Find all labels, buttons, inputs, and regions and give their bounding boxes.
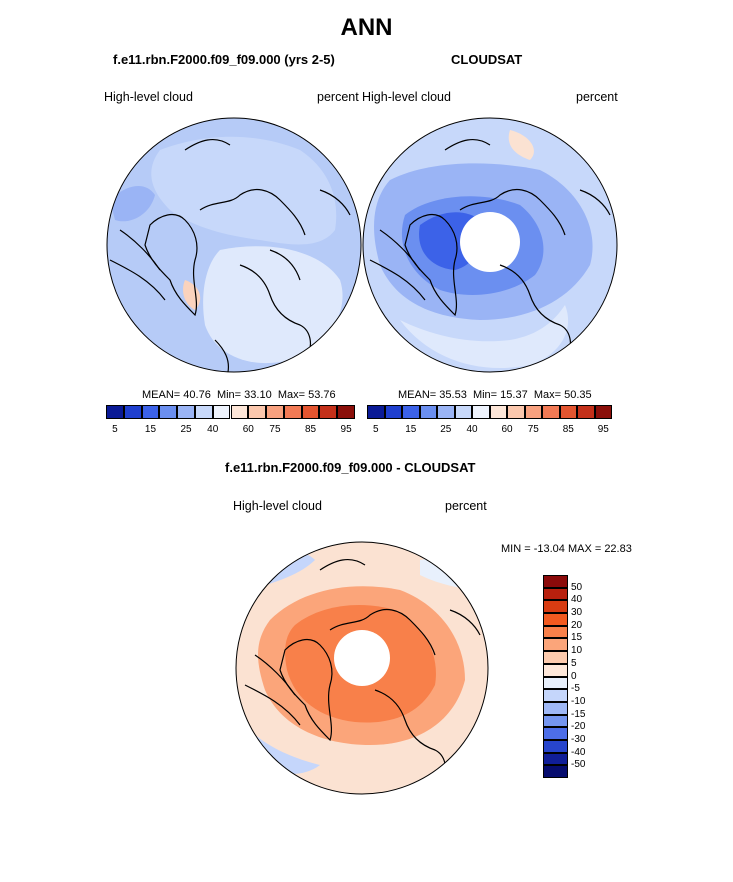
colorbar-swatch [437, 405, 455, 419]
colorbar-swatch [543, 676, 568, 690]
colorbar-swatch [177, 405, 195, 419]
colorbar-swatch [337, 405, 355, 419]
colorbar-tick-label: 5 [112, 424, 118, 435]
colorbar-tick-label: 25 [440, 424, 452, 435]
panel1-title: f.e11.rbn.F2000.f09_f09.000 (yrs 2-5) [113, 52, 335, 67]
colorbar-swatch [230, 405, 249, 419]
colorbar-tick-label: 0 [571, 670, 577, 682]
panel2-stats: MEAN= 35.53 Min= 15.37 Max= 50.35 [398, 389, 592, 401]
panel1-right-label: percent [317, 90, 359, 104]
colorbar-swatch [489, 405, 507, 419]
colorbar-swatch [454, 405, 472, 419]
colorbar-swatch [367, 405, 385, 419]
colorbar-tick-label: 95 [340, 424, 352, 435]
colorbar-swatch [123, 405, 142, 419]
colorbar-tick-label: -10 [571, 695, 586, 707]
colorbar-swatch [212, 405, 231, 419]
colorbar-tick-label: 5 [372, 424, 379, 435]
colorbar-swatch [106, 405, 124, 419]
colorbar-swatch [543, 613, 568, 626]
colorbar-tick-label: 25 [180, 424, 192, 435]
colorbar-tick-label: 85 [562, 424, 574, 435]
panel2-colorbar [367, 405, 612, 419]
colorbar-swatch [594, 405, 612, 419]
colorbar-tick-label: 30 [571, 607, 583, 619]
panel3-title: f.e11.rbn.F2000.f09_f09.000 - CLOUDSAT [225, 460, 476, 475]
colorbar-swatch [543, 689, 568, 702]
colorbar-swatch [419, 405, 437, 419]
colorbar-swatch [266, 405, 284, 419]
colorbar-tick-label: 5 [571, 657, 577, 669]
panel1-colorbar [106, 405, 355, 419]
colorbar-tick-label: 40 [466, 424, 478, 435]
colorbar-tick-label: 60 [242, 424, 254, 435]
colorbar-swatch [301, 405, 320, 419]
colorbar-swatch [543, 765, 568, 778]
colorbar-tick-label: 60 [501, 424, 513, 435]
colorbar-tick-label: 10 [571, 645, 583, 657]
colorbar-swatch [402, 405, 420, 419]
colorbar-swatch [507, 405, 525, 419]
colorbar-swatch [283, 405, 302, 419]
colorbar-swatch [543, 701, 568, 715]
colorbar-swatch [543, 663, 568, 677]
colorbar-swatch [543, 638, 568, 652]
colorbar-swatch [543, 752, 568, 766]
colorbar-tick-label: 75 [527, 424, 539, 435]
colorbar-tick-label: 40 [571, 594, 583, 606]
colorbar-tick-label: 95 [597, 424, 609, 435]
colorbar-swatch [543, 714, 568, 728]
panel3-colorbar-ticks: 50 40 30 20 15 10 5 0 -5 -10 -15 -20 -30 -40 -50 [571, 575, 611, 778]
panel2-left-label: High-level cloud [362, 90, 451, 104]
panel3-stats: MIN = -13.04 MAX = 22.83 [501, 543, 632, 555]
panel1-colorbar-ticks: 5 15 25 40 60 75 85 95 [106, 424, 355, 438]
colorbar-swatch [141, 405, 160, 419]
colorbar-swatch [543, 739, 568, 753]
panel3-left-label: High-level cloud [233, 499, 322, 513]
colorbar-swatch [472, 405, 490, 419]
colorbar-swatch [543, 727, 568, 740]
panel2-right-label: percent [576, 90, 618, 104]
colorbar-tick-label: 20 [571, 619, 583, 631]
colorbar-swatch [248, 405, 267, 419]
colorbar-swatch [543, 575, 568, 588]
colorbar-tick-label: 50 [571, 581, 583, 593]
colorbar-swatch [384, 405, 402, 419]
panel1-left-label: High-level cloud [104, 90, 193, 104]
colorbar-tick-label: 15 [144, 424, 157, 435]
colorbar-tick-label: -30 [571, 733, 586, 745]
colorbar-tick-label: -15 [571, 708, 586, 720]
colorbar-tick-label: -50 [571, 759, 586, 771]
panel3-right-label: percent [445, 499, 487, 513]
colorbar-swatch [524, 405, 542, 419]
panel2-title: CLOUDSAT [451, 52, 523, 67]
panel2-colorbar-ticks: 5 15 25 40 60 75 85 95 [367, 424, 612, 438]
colorbar-tick-label: 40 [207, 424, 219, 435]
colorbar-swatch [542, 405, 560, 419]
colorbar-swatch [543, 587, 568, 601]
colorbar-tick-label: -40 [571, 746, 586, 758]
colorbar-swatch [319, 405, 338, 419]
colorbar-swatch [194, 405, 213, 419]
colorbar-swatch [159, 405, 178, 419]
colorbar-tick-label: -5 [571, 683, 580, 695]
colorbar-swatch [559, 405, 577, 419]
colorbar-swatch [543, 600, 568, 614]
colorbar-tick-label: 15 [571, 632, 583, 644]
colorbar-tick-label: -20 [571, 721, 586, 733]
colorbar-tick-label: 85 [304, 424, 317, 435]
panel1-stats: MEAN= 40.76 Min= 33.10 Max= 53.76 [142, 389, 336, 401]
panel3-colorbar [543, 575, 568, 778]
figure-title: ANN [340, 14, 393, 41]
colorbar-tick-label: 15 [405, 424, 417, 435]
colorbar-swatch [543, 651, 568, 664]
colorbar-tick-label: 75 [269, 424, 281, 435]
colorbar-swatch [577, 405, 595, 419]
colorbar-swatch [543, 625, 568, 639]
